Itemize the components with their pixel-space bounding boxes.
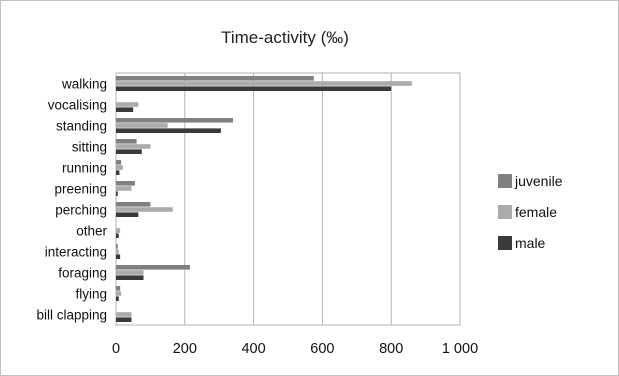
bar-male-interacting xyxy=(116,254,121,259)
bar-male-flying xyxy=(116,296,119,301)
x-tick-label: 200 xyxy=(173,341,197,357)
bar-juvenile-walking xyxy=(116,76,314,81)
category-label-vocalising: vocalising xyxy=(48,98,107,113)
category-label-foraging: foraging xyxy=(58,266,107,281)
legend-swatch-male xyxy=(498,236,512,250)
category-label-running: running xyxy=(62,161,107,176)
bar-juvenile-preening xyxy=(116,181,135,186)
legend-swatch-female xyxy=(498,205,512,219)
bar-juvenile-sitting xyxy=(116,139,137,144)
bar-male-perching xyxy=(116,212,139,217)
bar-juvenile-running xyxy=(116,160,122,165)
bar-male-walking xyxy=(116,86,392,91)
category-label-bill-clapping: bill clapping xyxy=(36,308,107,323)
bar-female-foraging xyxy=(116,270,144,275)
bar-female-vocalising xyxy=(116,102,139,107)
bar-female-walking xyxy=(116,81,412,86)
bar-male-sitting xyxy=(116,149,142,154)
bar-female-flying xyxy=(116,291,122,296)
legend-swatch-juvenile xyxy=(498,174,512,188)
legend-label-juvenile: juvenile xyxy=(514,173,563,189)
legend-label-female: female xyxy=(515,204,557,220)
bar-female-bill-clapping xyxy=(116,312,132,317)
category-label-interacting: interacting xyxy=(45,245,107,260)
bar-juvenile-interacting xyxy=(116,244,118,249)
bar-male-bill-clapping xyxy=(116,317,132,322)
bar-female-perching xyxy=(116,207,173,212)
bar-male-running xyxy=(116,170,120,175)
bar-female-running xyxy=(116,165,123,170)
bar-male-preening xyxy=(116,191,118,196)
bar-female-standing xyxy=(116,123,168,128)
bar-male-other xyxy=(116,233,119,238)
category-label-walking: walking xyxy=(61,77,107,92)
bar-female-other xyxy=(116,228,121,233)
category-label-preening: preening xyxy=(54,182,107,197)
bar-female-preening xyxy=(116,186,132,191)
x-tick-label: 400 xyxy=(241,341,265,357)
legend-label-male: male xyxy=(515,235,546,251)
bar-juvenile-perching xyxy=(116,202,151,207)
bar-juvenile-foraging xyxy=(116,265,190,270)
bar-juvenile-standing xyxy=(116,118,233,123)
bar-female-sitting xyxy=(116,144,151,149)
bar-male-vocalising xyxy=(116,107,134,112)
category-label-standing: standing xyxy=(56,119,107,134)
x-tick-label: 0 xyxy=(112,341,120,357)
bar-female-interacting xyxy=(116,249,119,254)
bar-juvenile-flying xyxy=(116,286,121,291)
bar-male-standing xyxy=(116,128,221,133)
x-tick-label: 1 000 xyxy=(442,341,478,357)
chart-title: Time-activity (‰) xyxy=(221,28,349,47)
bar-male-foraging xyxy=(116,275,144,280)
x-tick-label: 600 xyxy=(310,341,334,357)
category-label-sitting: sitting xyxy=(72,140,107,155)
x-tick-label: 800 xyxy=(379,341,403,357)
category-label-flying: flying xyxy=(75,287,107,302)
plot-area xyxy=(115,72,461,326)
category-label-perching: perching xyxy=(55,203,107,218)
category-label-other: other xyxy=(76,224,107,239)
